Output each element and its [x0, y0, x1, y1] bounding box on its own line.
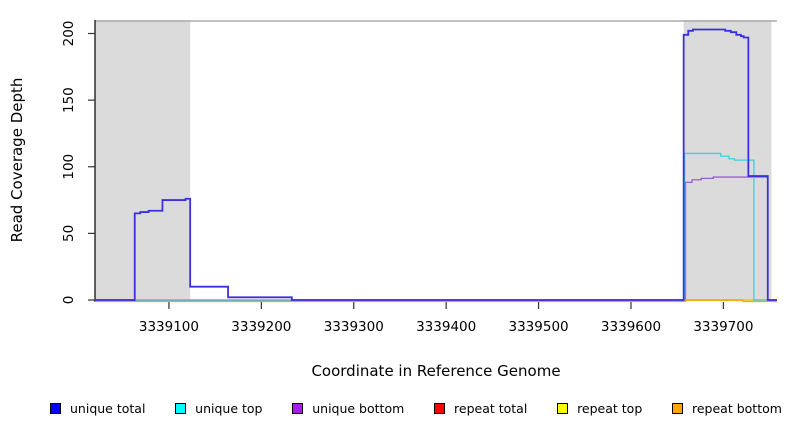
legend-swatch — [175, 402, 187, 414]
y-tick-label: 150 — [61, 87, 77, 113]
legend-item: repeat total — [434, 401, 527, 416]
legend-swatch — [672, 402, 683, 414]
legend-swatch — [292, 402, 304, 414]
legend-swatch — [434, 402, 446, 414]
y-tick-label: 200 — [61, 21, 77, 47]
series-repeat-bottom — [95, 299, 777, 303]
legend-item-label: unique total — [70, 400, 146, 416]
legend-swatch — [50, 402, 61, 414]
legend-item: unique top — [175, 401, 262, 416]
y-tick-label: 0 — [61, 296, 77, 305]
plot-area: 0 50 100 150 200 3339100 3339200 3339300 3339400… — [61, 20, 777, 335]
x-tick-label: 3339400 — [416, 319, 476, 335]
legend-item-label: unique top — [195, 400, 263, 416]
y-axis-title: Read Coverage Depth — [8, 77, 26, 243]
y-tick-label: 50 — [61, 225, 77, 242]
legend-swatch — [557, 402, 569, 414]
legend: unique total unique top unique bottom repea… — [50, 398, 782, 418]
amplicon-region — [95, 20, 191, 301]
x-tick-label: 3339100 — [139, 319, 199, 335]
legend-item: unique bottom — [292, 401, 404, 416]
x-tick-label: 3339600 — [601, 319, 661, 335]
legend-item: repeat bottom — [672, 401, 782, 416]
x-tick-label: 3339700 — [693, 319, 753, 335]
legend-item-label: unique bottom — [312, 400, 405, 416]
legend-item: unique total — [50, 401, 145, 416]
x-tick-label: 3339500 — [509, 319, 569, 335]
x-tick-label: 3339300 — [324, 319, 384, 335]
legend-item-label: repeat top — [577, 400, 643, 416]
y-tick-label: 100 — [61, 154, 77, 180]
x-tick-label: 3339200 — [231, 319, 291, 335]
amplicon-region — [683, 20, 772, 301]
legend-item-label: repeat total — [454, 400, 528, 416]
series-unique-total — [95, 28, 777, 301]
series-unique-bottom — [95, 176, 777, 302]
legend-item: repeat top — [557, 401, 642, 416]
series-unique-top — [95, 152, 777, 301]
x-axis-title: Coordinate in Reference Genome — [311, 362, 561, 380]
legend-item-label: repeat bottom — [692, 400, 782, 416]
